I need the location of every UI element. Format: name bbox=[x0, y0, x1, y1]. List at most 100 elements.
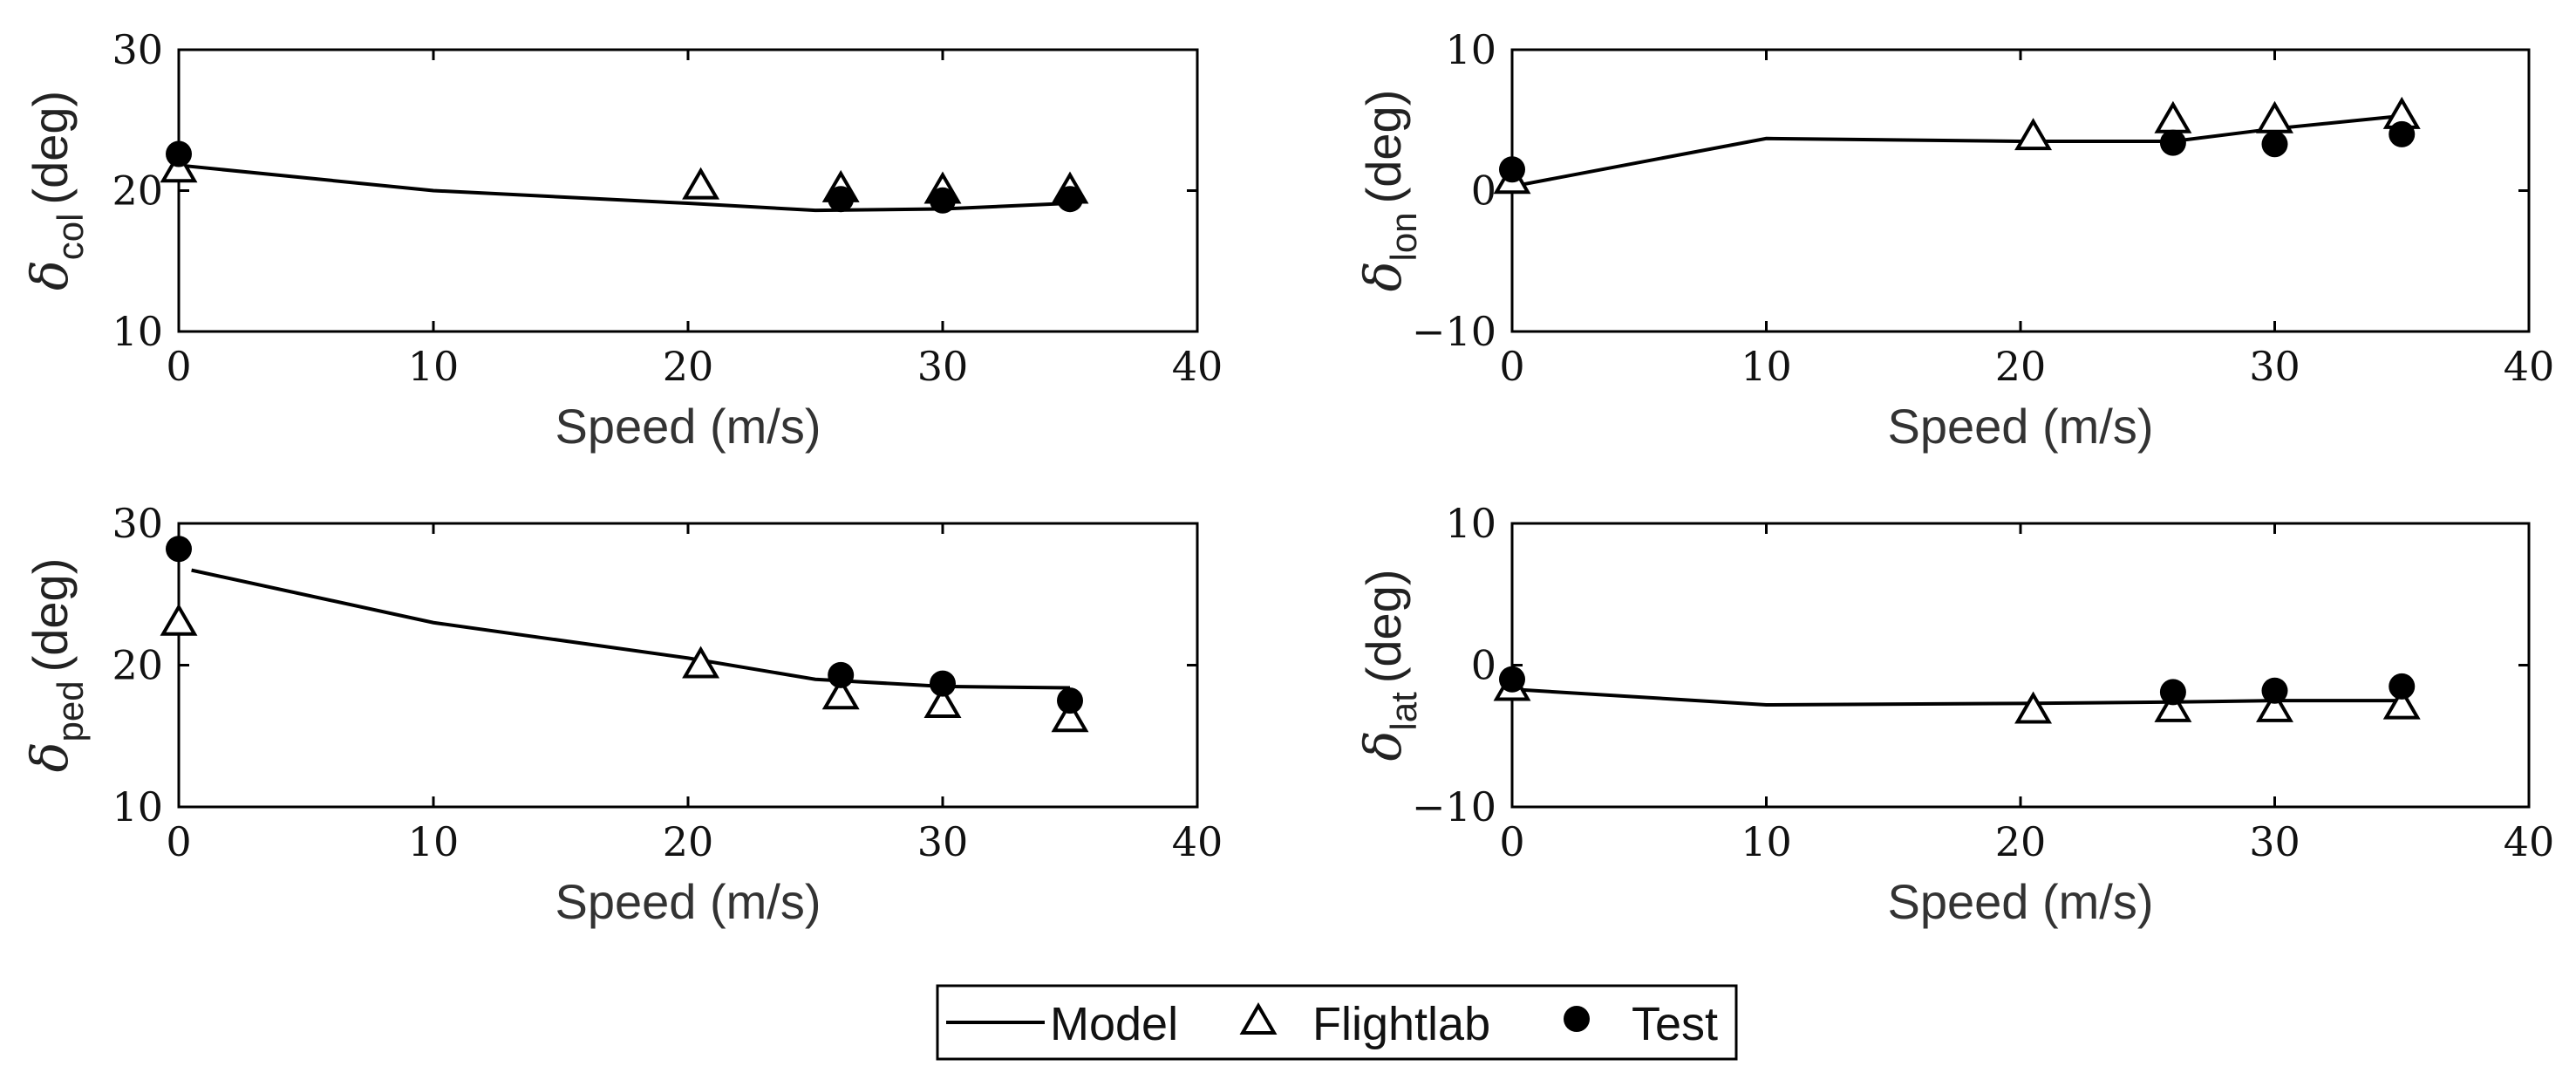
x-tick-label: 0 bbox=[166, 343, 191, 390]
legend: Model Flightlab Test bbox=[936, 984, 1738, 1061]
y-tick-label: 10 bbox=[1445, 500, 1496, 547]
flightlab-point bbox=[821, 677, 860, 710]
flightlab-point bbox=[2014, 118, 2053, 151]
y-tick-label: 30 bbox=[112, 26, 163, 73]
flightlab-point bbox=[2154, 100, 2192, 133]
y-axis-label: δlon (deg) bbox=[1353, 90, 1424, 292]
test-point bbox=[166, 140, 192, 167]
test-point bbox=[1499, 156, 1525, 183]
test-point bbox=[930, 187, 956, 214]
x-tick-label: 30 bbox=[2249, 343, 2300, 390]
test-point bbox=[2389, 120, 2416, 147]
y-axis-label-symbol: δ bbox=[1353, 261, 1413, 291]
legend-model-label: Model bbox=[1050, 998, 1178, 1050]
test-point bbox=[1499, 666, 1525, 693]
y-axis-label: δlat (deg) bbox=[1353, 569, 1424, 761]
x-tick-label: 30 bbox=[917, 343, 969, 390]
y-axis-label-subscript: ped bbox=[50, 680, 91, 741]
x-axis-label: Speed (m/s) bbox=[555, 874, 821, 929]
y-tick-label: −10 bbox=[1412, 308, 1496, 355]
x-tick-label: 10 bbox=[408, 818, 460, 865]
y-axis-label-subscript: col bbox=[50, 214, 91, 261]
series-model-line bbox=[178, 163, 1071, 213]
test-point bbox=[2159, 679, 2186, 706]
x-tick-label: 0 bbox=[1499, 343, 1524, 390]
x-tick-label: 40 bbox=[1172, 818, 1223, 865]
x-tick-label: 0 bbox=[1499, 818, 1524, 865]
flightlab-point bbox=[160, 150, 198, 183]
test-point bbox=[1057, 186, 1083, 213]
x-tick-label: 10 bbox=[1741, 818, 1792, 865]
flightlab-point bbox=[682, 646, 720, 679]
legend-flightlab-marker bbox=[1239, 1002, 1278, 1035]
series-model-line bbox=[1511, 113, 2402, 188]
x-tick-label: 20 bbox=[663, 343, 714, 390]
test-point bbox=[166, 536, 192, 563]
x-tick-label: 20 bbox=[1995, 818, 2047, 865]
x-tick-label: 10 bbox=[408, 343, 460, 390]
test-point bbox=[2261, 131, 2288, 158]
y-tick-label: −10 bbox=[1412, 783, 1496, 830]
y-tick-label: 10 bbox=[1445, 26, 1496, 73]
test-point bbox=[2261, 677, 2288, 704]
test-point bbox=[930, 670, 956, 697]
y-tick-label: 10 bbox=[112, 308, 163, 355]
flightlab-point bbox=[160, 603, 198, 636]
flightlab-point bbox=[2256, 689, 2293, 722]
y-tick-label: 0 bbox=[1471, 167, 1496, 215]
axes-box bbox=[177, 522, 1199, 809]
x-tick-label: 10 bbox=[1741, 343, 1792, 390]
axes-box bbox=[1510, 48, 2531, 333]
y-axis-label-unit: (deg) bbox=[23, 558, 78, 673]
x-tick-label: 20 bbox=[1995, 343, 2047, 390]
y-axis-label-unit: (deg) bbox=[23, 91, 78, 205]
x-tick-label: 20 bbox=[663, 818, 714, 865]
test-point bbox=[2389, 673, 2416, 700]
flightlab-point bbox=[2382, 687, 2421, 720]
y-tick-label: 30 bbox=[112, 500, 163, 547]
legend-test-marker bbox=[1564, 1006, 1590, 1032]
flightlab-point bbox=[682, 167, 720, 200]
flightlab-point bbox=[1051, 700, 1089, 733]
y-axis-label-unit: (deg) bbox=[1356, 90, 1411, 204]
y-axis-label: δped (deg) bbox=[20, 558, 91, 773]
x-tick-label: 30 bbox=[917, 818, 969, 865]
x-axis-label: Speed (m/s) bbox=[1888, 874, 2154, 929]
x-tick-label: 40 bbox=[1172, 343, 1223, 390]
x-tick-label: 40 bbox=[2504, 343, 2555, 390]
y-axis-label-symbol: δ bbox=[20, 260, 79, 290]
x-tick-label: 40 bbox=[2504, 818, 2555, 865]
test-point bbox=[2159, 129, 2186, 156]
flightlab-point bbox=[923, 686, 962, 718]
test-point bbox=[828, 186, 855, 213]
legend-test-label: Test bbox=[1632, 998, 1718, 1050]
x-axis-label: Speed (m/s) bbox=[1888, 399, 2154, 454]
flightlab-point bbox=[2154, 689, 2192, 722]
y-tick-label: 20 bbox=[112, 167, 163, 215]
legend-box bbox=[936, 984, 1738, 1061]
y-axis-label-subscript: lon bbox=[1383, 212, 1424, 261]
flightlab-point bbox=[2256, 100, 2293, 133]
x-axis-label: Speed (m/s) bbox=[555, 399, 821, 454]
y-axis-label-unit: (deg) bbox=[1356, 569, 1411, 683]
y-axis-label-symbol: δ bbox=[1353, 731, 1413, 762]
y-axis-label-subscript: lat bbox=[1383, 692, 1424, 731]
x-tick-label: 30 bbox=[2249, 818, 2300, 865]
x-tick-label: 0 bbox=[166, 818, 191, 865]
series-model-line bbox=[1511, 687, 2402, 707]
legend-flightlab-label: Flightlab bbox=[1312, 998, 1490, 1050]
y-tick-label: 0 bbox=[1471, 642, 1496, 689]
axes-box bbox=[1510, 522, 2531, 809]
y-axis-label: δcol (deg) bbox=[20, 91, 91, 290]
y-axis-label-symbol: δ bbox=[20, 741, 79, 772]
series-model-line bbox=[191, 568, 1071, 690]
flightlab-point bbox=[2014, 691, 2053, 724]
test-point bbox=[1057, 687, 1083, 714]
test-point bbox=[828, 661, 855, 688]
y-tick-label: 10 bbox=[112, 783, 163, 830]
